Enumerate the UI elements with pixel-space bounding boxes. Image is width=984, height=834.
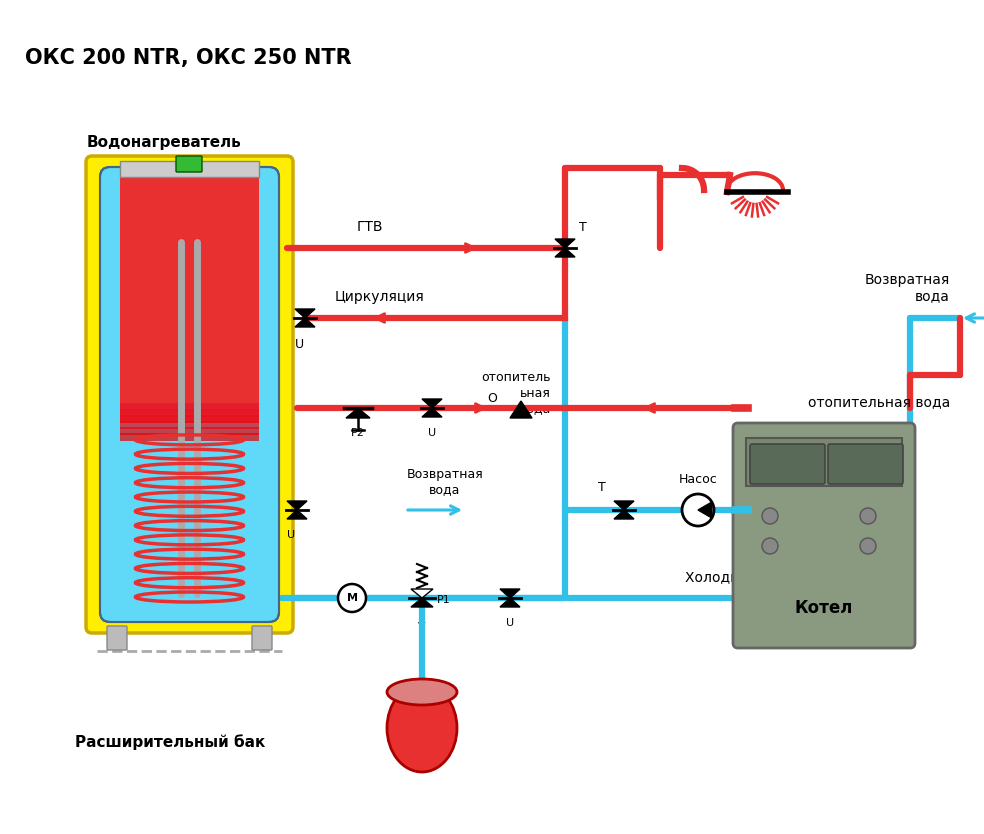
Text: T: T — [598, 481, 606, 494]
FancyBboxPatch shape — [733, 423, 915, 648]
Polygon shape — [411, 598, 433, 607]
Bar — [120, 167, 259, 423]
Text: V: V — [418, 622, 426, 632]
Polygon shape — [422, 399, 442, 408]
Polygon shape — [555, 248, 575, 257]
Text: отопитель
ьная
вода: отопитель ьная вода — [481, 370, 551, 415]
Text: Холодная вода: Холодная вода — [685, 570, 795, 584]
Text: U: U — [287, 530, 295, 540]
Polygon shape — [555, 239, 575, 248]
Bar — [746, 438, 902, 486]
Polygon shape — [500, 598, 520, 607]
Text: M: M — [346, 593, 357, 603]
FancyBboxPatch shape — [750, 444, 825, 484]
Text: Насос: Насос — [679, 473, 717, 486]
Polygon shape — [510, 401, 532, 418]
Text: Возвратная
вода: Возвратная вода — [406, 468, 483, 496]
Circle shape — [762, 508, 778, 524]
FancyBboxPatch shape — [86, 156, 293, 633]
Polygon shape — [500, 589, 520, 598]
Polygon shape — [346, 408, 370, 418]
Bar — [120, 420, 259, 429]
Polygon shape — [295, 309, 315, 318]
FancyBboxPatch shape — [107, 626, 127, 650]
Circle shape — [860, 508, 876, 524]
Bar — [120, 414, 259, 423]
Polygon shape — [295, 318, 315, 327]
Text: T: T — [579, 221, 586, 234]
Circle shape — [338, 584, 366, 612]
Text: U: U — [428, 428, 436, 438]
Text: P2: P2 — [351, 428, 365, 438]
FancyBboxPatch shape — [100, 167, 279, 622]
Polygon shape — [287, 501, 307, 510]
Polygon shape — [614, 501, 634, 510]
Bar — [120, 409, 259, 417]
FancyBboxPatch shape — [252, 626, 272, 650]
Polygon shape — [698, 502, 711, 518]
Circle shape — [682, 494, 714, 526]
Bar — [120, 433, 259, 440]
Text: Котел: Котел — [795, 599, 853, 617]
Polygon shape — [422, 408, 442, 417]
Text: Возвратная
вода: Возвратная вода — [865, 273, 950, 303]
Circle shape — [860, 538, 876, 554]
Text: Циркуляция: Циркуляция — [336, 290, 425, 304]
Ellipse shape — [387, 684, 457, 772]
Text: U: U — [506, 618, 514, 628]
Polygon shape — [411, 589, 433, 598]
Ellipse shape — [387, 679, 457, 705]
Text: P1: P1 — [437, 595, 451, 605]
Bar — [120, 403, 259, 410]
Text: отопительная вода: отопительная вода — [808, 395, 950, 409]
Bar — [120, 161, 259, 177]
Text: U: U — [294, 338, 303, 351]
Polygon shape — [287, 510, 307, 519]
Text: Водонагреватель: Водонагреватель — [87, 135, 242, 150]
Text: O: O — [487, 392, 497, 405]
Text: Расширительный бак: Расширительный бак — [75, 734, 266, 750]
FancyBboxPatch shape — [176, 156, 202, 172]
Text: ГТВ: ГТВ — [357, 220, 383, 234]
FancyBboxPatch shape — [828, 444, 903, 484]
Polygon shape — [614, 510, 634, 519]
Circle shape — [762, 538, 778, 554]
Bar — [120, 427, 259, 435]
Text: ОКС 200 NTR, ОКС 250 NTR: ОКС 200 NTR, ОКС 250 NTR — [25, 48, 351, 68]
